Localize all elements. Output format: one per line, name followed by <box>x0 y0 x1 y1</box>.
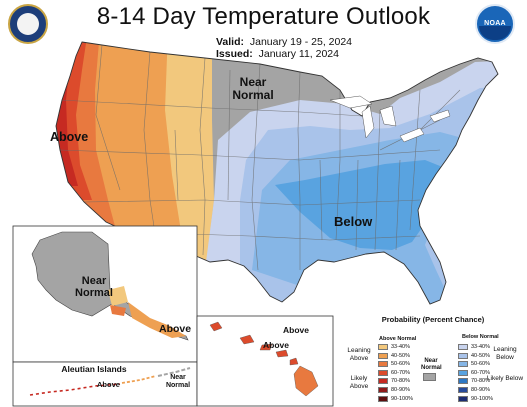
legend-below-swatch <box>458 344 468 350</box>
aleutian-islands <box>29 367 191 396</box>
above-west-label: Above <box>50 130 89 144</box>
legend-below-range-label: 60-70% <box>471 369 490 376</box>
alaska-panhandle-above <box>128 302 186 338</box>
legend-above-range-label: 33-40% <box>391 344 410 350</box>
aleutian-inset-frame <box>12 361 198 407</box>
legend-above-swatch <box>378 378 388 385</box>
legend-above-range-label: 50-60% <box>391 361 410 368</box>
legend-likely-below: Likely Below <box>486 375 524 382</box>
legend-below-range-label: 90-100% <box>471 395 494 402</box>
legend-above-swatch <box>378 369 388 376</box>
issued-date: Issued: January 11, 2024 <box>216 48 339 60</box>
legend-above-swatch <box>378 387 388 393</box>
legend-above-swatch <box>378 344 388 350</box>
near-normal-label: Near Normal <box>232 75 274 102</box>
legend-below-range-label: 40-50% <box>471 352 490 359</box>
aleutian-title: Aleutian Islands <box>61 364 127 374</box>
legend-below-range-label: 33-40% <box>471 344 490 350</box>
legend-title: Probability (Percent Chance) <box>381 315 485 324</box>
legend-near-normal: Near Normal <box>421 358 442 371</box>
legend-likely-above: Likely Above <box>349 375 369 390</box>
aleutian-near-normal-label: Near Normal <box>165 374 191 389</box>
hawaii-above-label: Above <box>283 325 309 335</box>
legend-below-swatch <box>458 352 468 359</box>
alaska-above-light <box>108 286 128 306</box>
legend-above-swatch <box>378 395 388 402</box>
alaska-near-normal-label: Near Normal <box>75 275 113 299</box>
page-title: 8-14 Day Temperature Outlook <box>96 3 431 30</box>
great-lakes <box>329 95 451 143</box>
legend-below-range-label: 80-90% <box>471 387 490 393</box>
legend-above-range-label: 70-80% <box>391 378 410 385</box>
legend-below-swatch <box>458 387 468 393</box>
legend-below-range-label: 50-60% <box>471 361 490 368</box>
legend-leaning-above: Leaning Above <box>347 347 371 362</box>
hawaii-islands <box>209 321 319 397</box>
legend-above-header: Above Normal <box>379 336 417 342</box>
legend-above-range-label: 60-70% <box>391 369 410 376</box>
legend-near-normal-swatch <box>423 373 436 381</box>
legend-below-header: Below Normal <box>462 334 499 340</box>
legend-below-swatch <box>458 361 468 368</box>
legend-above-range-label: 90-100% <box>391 395 414 402</box>
legend-below-swatch <box>458 378 468 385</box>
noaa-logo-icon: NOAA <box>475 4 515 44</box>
valid-dates: Valid: January 19 - 25, 2024 <box>216 36 353 48</box>
legend-below-swatch <box>458 369 468 376</box>
below-southeast-label: Below <box>334 214 373 229</box>
legend-above-swatch <box>378 352 388 359</box>
legend-below-range-label: 70-80% <box>471 378 490 385</box>
legend-above-swatch <box>378 361 388 368</box>
legend-above-range-label: 40-50% <box>391 352 410 359</box>
hawaii-above-label-2: Above <box>263 340 289 350</box>
legend-above-range-label: 80-90% <box>391 387 410 393</box>
probability-legend: Probability (Percent Chance) Above Norma… <box>340 315 526 407</box>
noaa-logo-text: NOAA <box>484 20 506 27</box>
doc-seal-icon <box>8 4 48 44</box>
legend-below-swatch <box>458 395 468 402</box>
aleutian-above-label: Above <box>97 380 120 389</box>
legend-leaning-below: Leaning Below <box>493 346 517 361</box>
alaska-above-label: Above <box>159 323 192 335</box>
